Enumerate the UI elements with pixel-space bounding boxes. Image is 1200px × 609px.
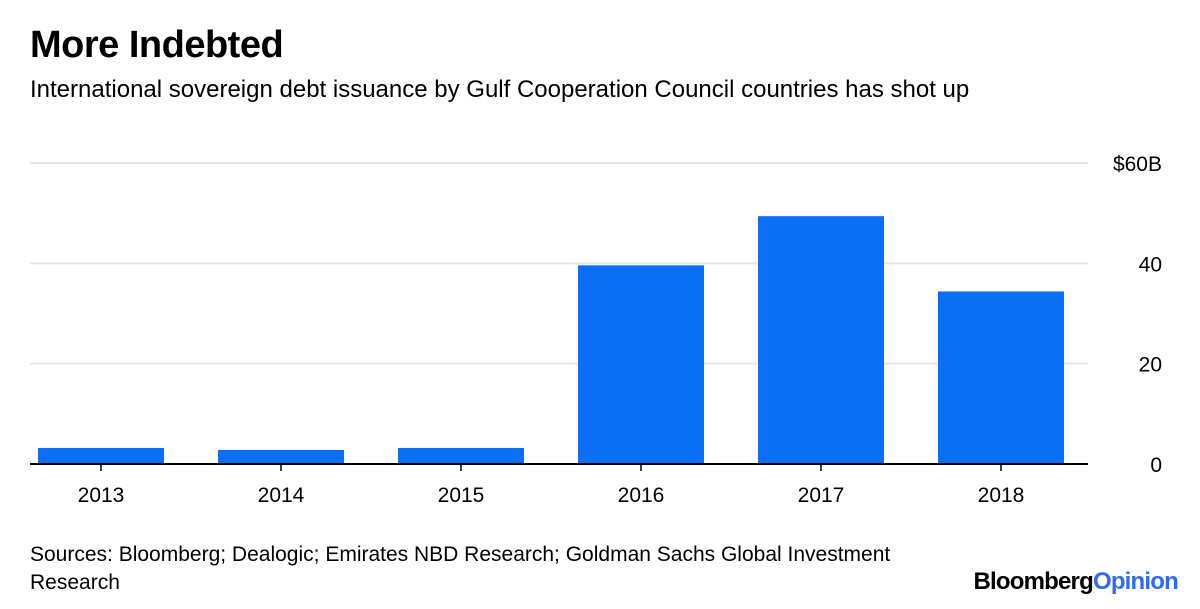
- logo-opinion: Opinion: [1092, 568, 1179, 595]
- chart-title: More Indebted: [30, 24, 284, 66]
- x-tick-label: 2018: [978, 484, 1025, 507]
- bar-2016: [578, 265, 704, 464]
- bar-2015: [398, 447, 524, 464]
- x-tick-label: 2016: [618, 484, 665, 507]
- x-tick-label: 2013: [78, 484, 125, 507]
- chart-subtitle: International sovereign debt issuance by…: [30, 76, 970, 103]
- y-tick-label: 40: [1139, 253, 1162, 276]
- source-note: Sources: Bloomberg; Dealogic; Emirates N…: [30, 543, 891, 594]
- logo-bloomberg: Bloomberg: [973, 568, 1093, 595]
- y-tick-label: 20: [1139, 354, 1162, 377]
- bar-2013: [38, 447, 164, 464]
- x-tick-label: 2014: [258, 484, 305, 507]
- y-tick-label: 0: [1150, 454, 1162, 477]
- x-tick-label: 2017: [798, 484, 845, 507]
- bloomberg-opinion-logo: BloombergOpinion: [973, 568, 1178, 596]
- bar-2018: [938, 291, 1064, 464]
- bar-chart: 0 20 40 $60B 2013 2014 2015 2016 2017 2018: [30, 153, 1162, 507]
- y-tick-label: $60B: [1113, 153, 1162, 176]
- bar-2014: [218, 449, 344, 464]
- x-tick-label: 2015: [438, 484, 485, 507]
- x-axis-ticks: 2013 2014 2015 2016 2017 2018: [78, 464, 1025, 507]
- gridlines: [30, 162, 1088, 365]
- bars: [38, 216, 1064, 464]
- bar-2017: [758, 216, 884, 464]
- y-axis-ticks: 0 20 40 $60B: [1113, 153, 1162, 477]
